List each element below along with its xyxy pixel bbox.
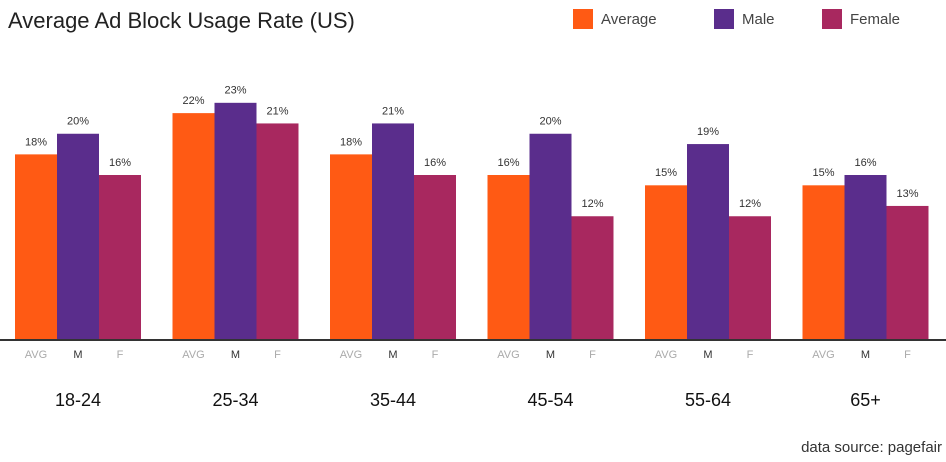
value-label: 19% bbox=[697, 126, 719, 138]
bar bbox=[687, 144, 729, 340]
sub-label: F bbox=[747, 349, 754, 361]
bar bbox=[886, 205, 929, 340]
value-label: 16% bbox=[854, 157, 876, 169]
sub-label: M bbox=[546, 349, 555, 361]
sub-label: AVG bbox=[340, 349, 362, 361]
bar bbox=[729, 216, 771, 340]
sub-label: AVG bbox=[182, 349, 204, 361]
x-tick-label: 35-44 bbox=[370, 390, 416, 410]
chart-title: Average Ad Block Usage Rate (US) bbox=[8, 8, 355, 33]
sub-label: F bbox=[274, 349, 281, 361]
sub-label: F bbox=[589, 349, 596, 361]
sub-label: AVG bbox=[812, 349, 834, 361]
value-label: 16% bbox=[109, 157, 131, 169]
value-label: 16% bbox=[497, 157, 519, 169]
value-label: 20% bbox=[67, 116, 89, 128]
sub-label: F bbox=[904, 349, 911, 361]
sub-label: M bbox=[861, 349, 870, 361]
source-note: data source: pagefair bbox=[801, 439, 942, 456]
x-tick-label: 55-64 bbox=[685, 390, 731, 410]
value-label: 18% bbox=[340, 136, 362, 148]
bar bbox=[172, 113, 215, 340]
value-label: 12% bbox=[581, 198, 603, 210]
value-label: 15% bbox=[655, 167, 677, 179]
bar bbox=[414, 175, 456, 340]
legend-label: Female bbox=[850, 11, 900, 28]
value-label: 13% bbox=[896, 188, 918, 200]
value-label: 12% bbox=[739, 198, 761, 210]
x-tick-label: 25-34 bbox=[212, 390, 258, 410]
bar bbox=[529, 133, 572, 340]
value-label: 22% bbox=[182, 95, 204, 107]
bar bbox=[256, 123, 299, 340]
x-tick-label: 18-24 bbox=[55, 390, 101, 410]
bar bbox=[99, 175, 141, 340]
sub-label: AVG bbox=[25, 349, 47, 361]
value-label: 16% bbox=[424, 157, 446, 169]
bar bbox=[15, 154, 57, 340]
x-tick-label: 45-54 bbox=[527, 390, 573, 410]
sub-label: F bbox=[117, 349, 124, 361]
bar bbox=[645, 185, 687, 340]
sub-label: M bbox=[231, 349, 240, 361]
bar bbox=[844, 175, 887, 340]
value-label: 18% bbox=[25, 136, 47, 148]
legend-label: Male bbox=[742, 11, 775, 28]
bar bbox=[372, 123, 414, 340]
sub-label: AVG bbox=[497, 349, 519, 361]
value-label: 15% bbox=[812, 167, 834, 179]
legend-swatch bbox=[822, 9, 842, 29]
bar bbox=[214, 102, 257, 340]
legend-swatch bbox=[573, 9, 593, 29]
value-label: 23% bbox=[224, 85, 246, 97]
value-label: 21% bbox=[382, 105, 404, 117]
legend-swatch bbox=[714, 9, 734, 29]
sub-label: M bbox=[73, 349, 82, 361]
sub-label: AVG bbox=[655, 349, 677, 361]
bar bbox=[57, 133, 99, 340]
bar bbox=[571, 216, 614, 340]
value-label: 20% bbox=[539, 116, 561, 128]
sub-label: M bbox=[703, 349, 712, 361]
x-tick-label: 65+ bbox=[850, 390, 881, 410]
bar bbox=[330, 154, 372, 340]
bar bbox=[487, 175, 530, 340]
sub-label: M bbox=[388, 349, 397, 361]
value-label: 21% bbox=[266, 105, 288, 117]
sub-label: F bbox=[432, 349, 439, 361]
bar bbox=[802, 185, 845, 340]
legend-label: Average bbox=[601, 11, 657, 28]
